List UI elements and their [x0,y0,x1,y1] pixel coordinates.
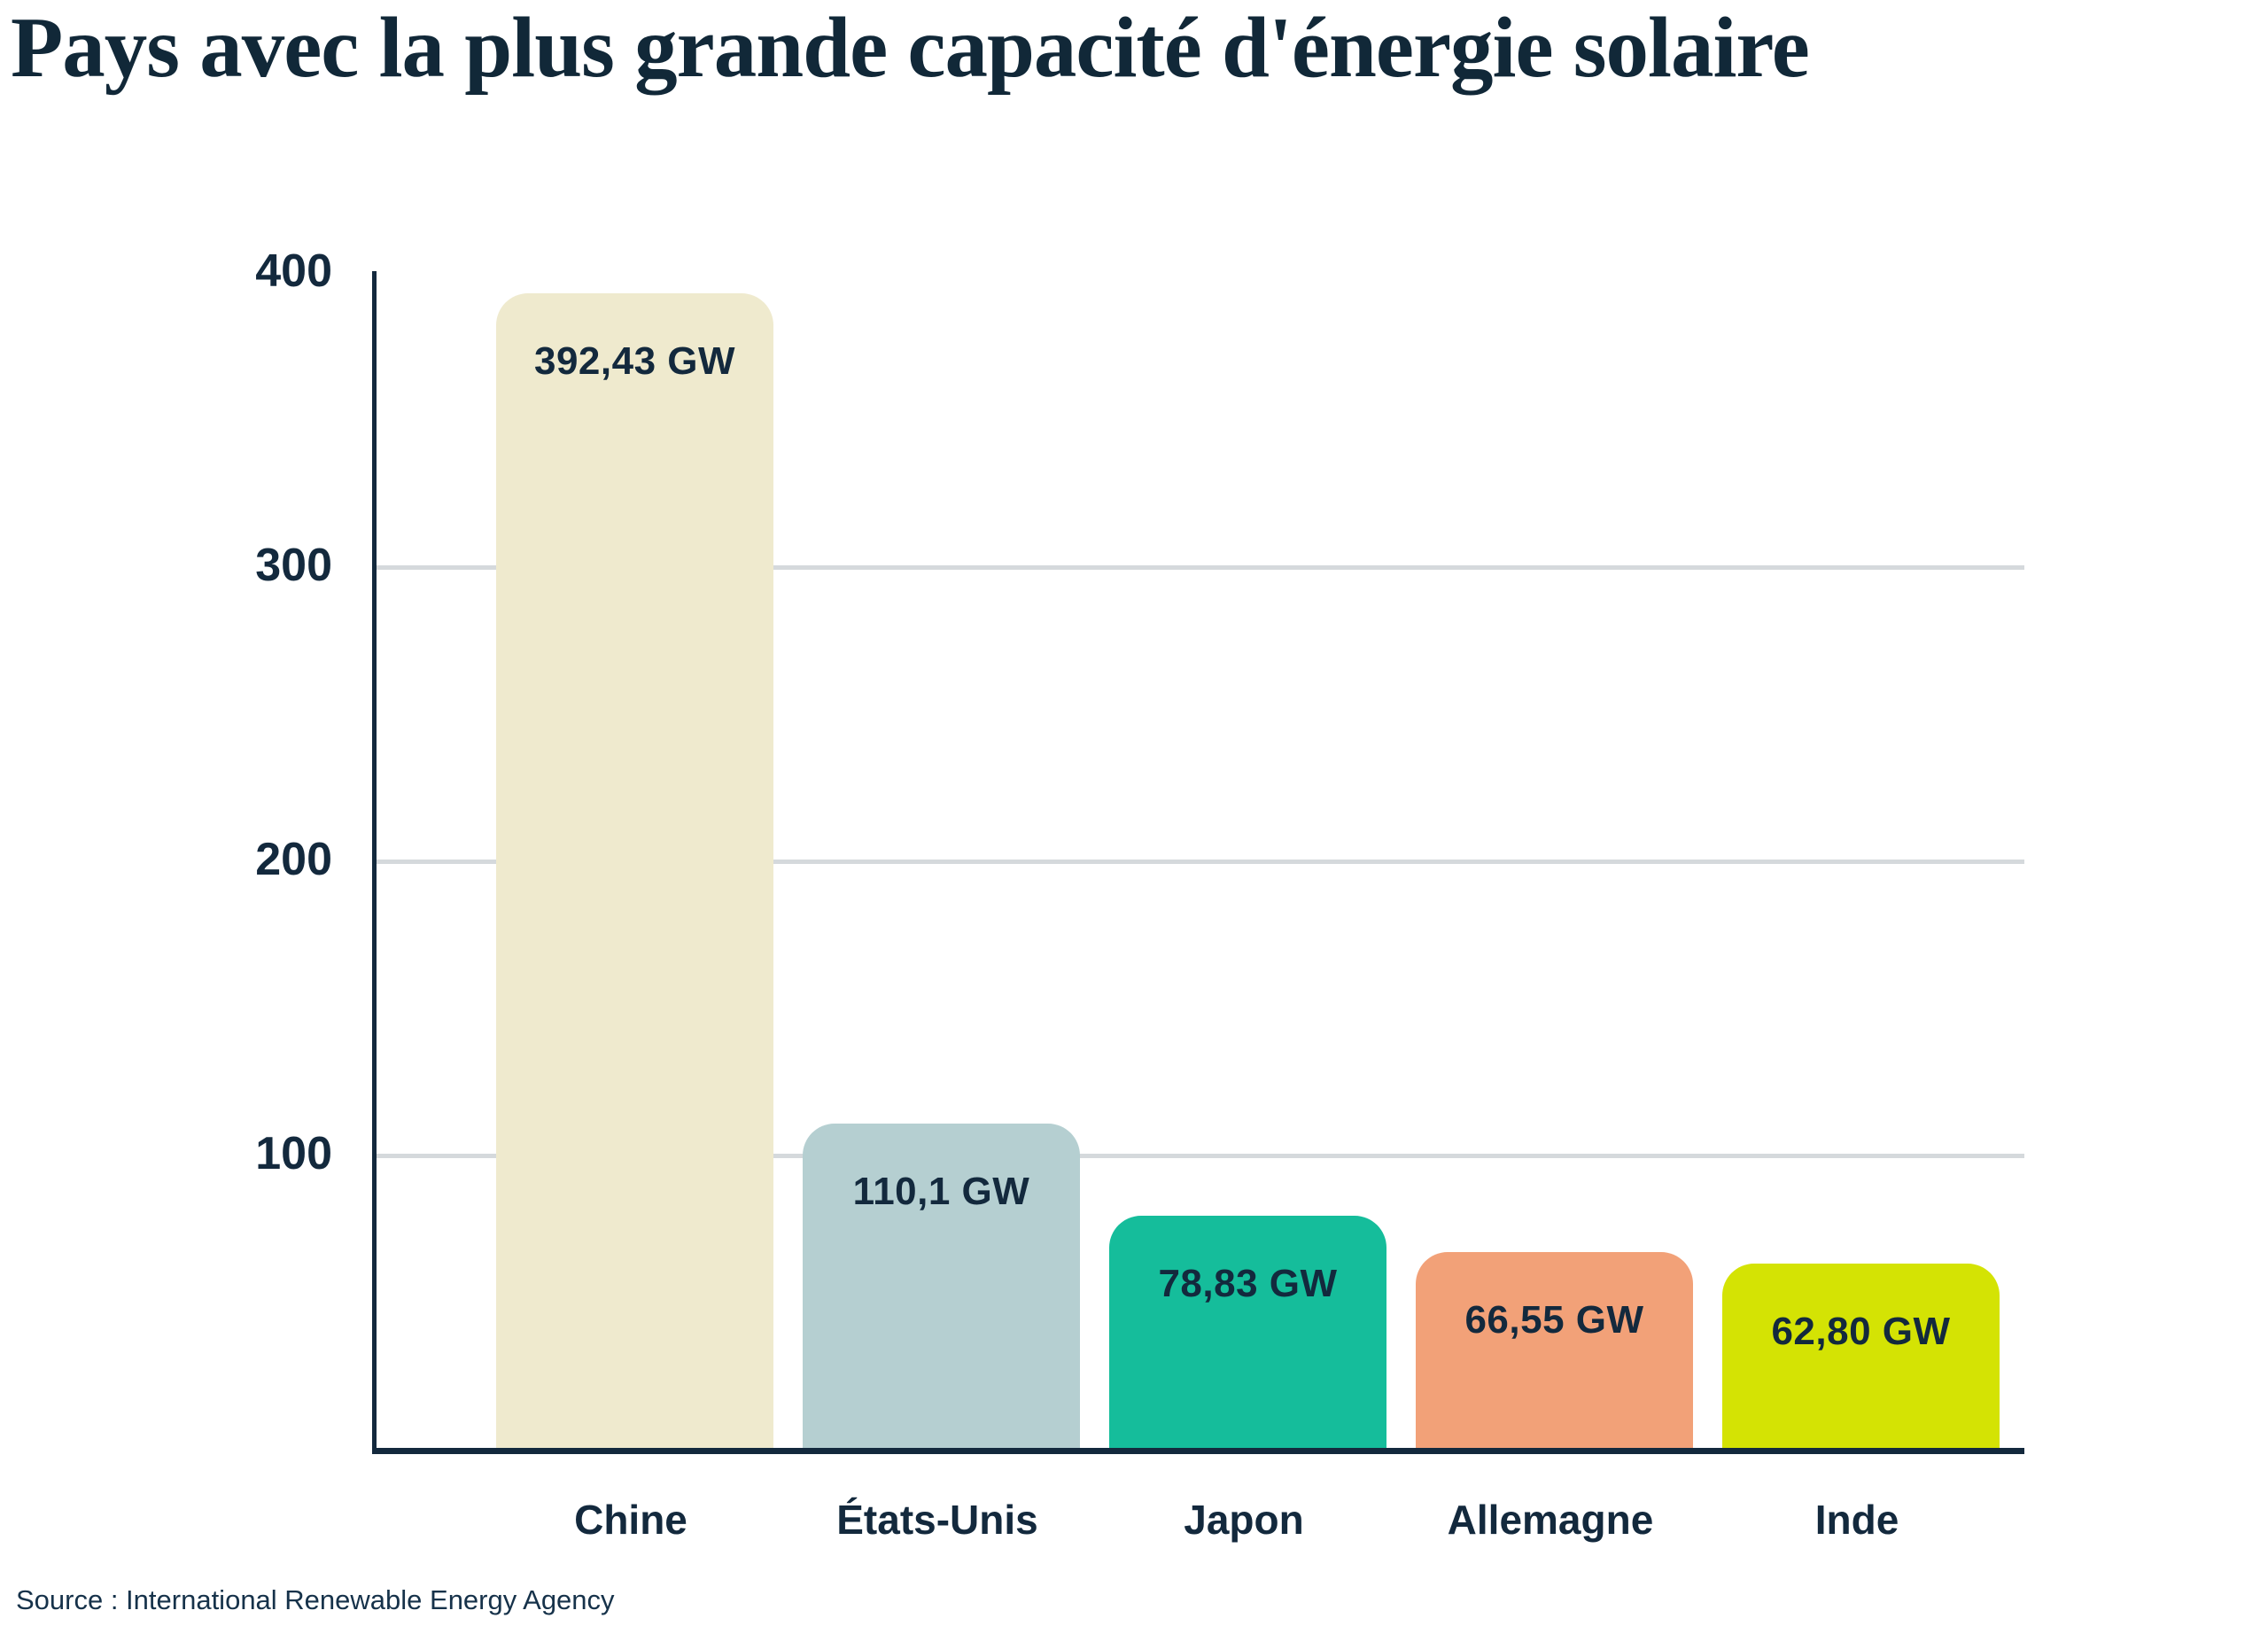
y-axis-tick-label: 200 [255,834,332,885]
plot-area: 392,43 GW 110,1 GW 78,83 GW 66,55 GW 62,… [372,271,2024,1454]
bar: 392,43 GW [496,293,773,1448]
bar: 78,83 GW [1109,1216,1386,1448]
y-axis-tick-label: 300 [255,540,332,591]
category-label: Chine [574,1497,687,1543]
bar-value-label: 66,55 GW [1464,1298,1644,1342]
y-axis-tick-label: 100 [255,1128,332,1179]
bar: 110,1 GW [803,1124,1080,1448]
category-label: Japon [1184,1497,1304,1543]
chart-title: Pays avec la plus grande capacité d'éner… [11,0,1810,95]
category-label: Allemagne [1447,1497,1654,1543]
bar: 66,55 GW [1416,1252,1693,1448]
bar-value-label: 78,83 GW [1158,1262,1338,1305]
bar-value-label: 392,43 GW [533,339,736,383]
category-label: États-Unis [836,1497,1038,1543]
bar-value-label: 110,1 GW [852,1170,1030,1213]
gridline [377,565,2024,570]
bar: 62,80 GW [1722,1264,2000,1448]
bar-value-label: 62,80 GW [1771,1310,1951,1353]
gridline [377,1154,2024,1158]
y-axis-tick-label: 400 [255,245,332,297]
gridline [377,860,2024,864]
source-note: Source : International Renewable Energy … [16,1584,615,1615]
category-label: Inde [1814,1497,1899,1543]
